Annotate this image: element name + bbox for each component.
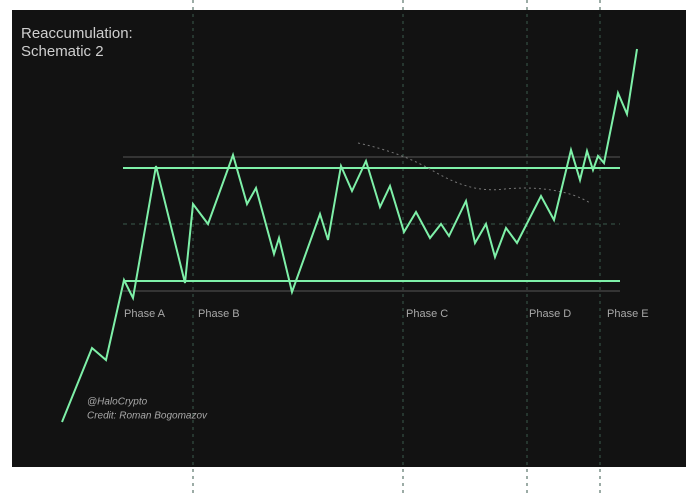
title-line: Schematic 2 [21, 43, 104, 60]
phase-label: Phase E [607, 308, 649, 320]
phase-label: Phase D [529, 308, 571, 320]
phase-label: Phase C [406, 308, 448, 320]
trend-curve [357, 142, 591, 204]
phase-label: Phase B [198, 308, 240, 320]
credit: @HaloCrypto [87, 397, 148, 408]
title-line: Reaccumulation: [21, 25, 133, 42]
phase-label: Phase A [124, 308, 166, 320]
phase-dividers [192, 0, 601, 497]
price-path [61, 48, 638, 423]
credit: Credit: Roman Bogomazov [87, 411, 208, 422]
phase-labels: Phase A Phase B Phase C Phase D Phase E [124, 308, 649, 320]
panel [12, 10, 686, 467]
